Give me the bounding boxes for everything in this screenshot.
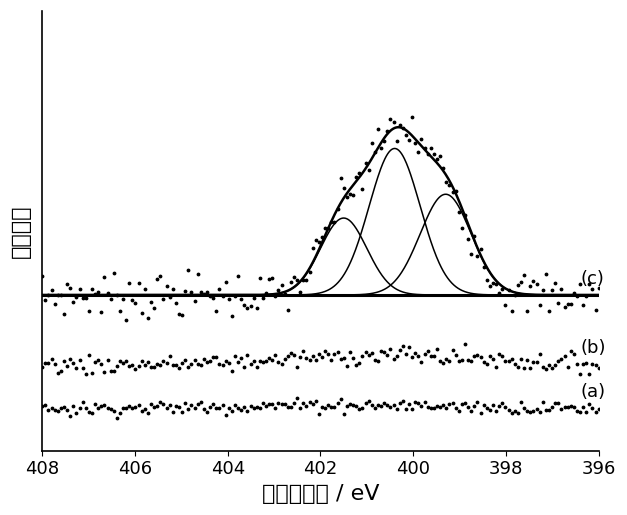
X-axis label: 电子结合能 / eV: 电子结合能 / eV — [261, 484, 379, 504]
Text: (a): (a) — [580, 383, 605, 401]
Y-axis label: 相对强度: 相对强度 — [11, 204, 31, 258]
Text: (c): (c) — [580, 270, 604, 288]
Text: (b): (b) — [580, 339, 606, 357]
